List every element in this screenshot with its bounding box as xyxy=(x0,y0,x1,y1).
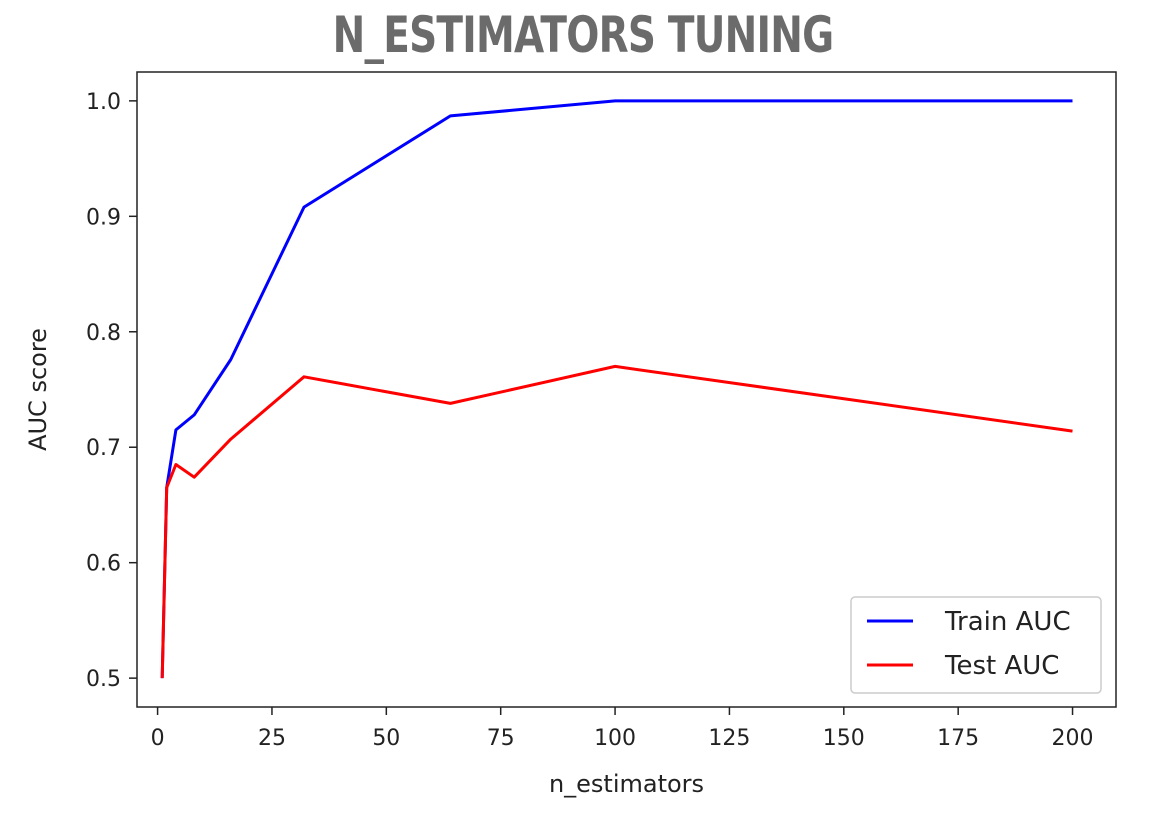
x-axis-label: n_estimators xyxy=(549,770,704,798)
x-tick-label: 100 xyxy=(594,726,636,751)
x-tick-label: 175 xyxy=(937,726,979,751)
y-tick-label: 0.7 xyxy=(86,436,121,461)
series-line-train-auc xyxy=(160,99,1073,679)
x-tick-label: 25 xyxy=(258,726,286,751)
x-tick-label: 200 xyxy=(1052,726,1094,751)
x-tick-label: 50 xyxy=(372,726,400,751)
x-tick-label: 150 xyxy=(823,726,865,751)
legend: Train AUC Test AUC xyxy=(850,596,1102,694)
series-line-test-auc xyxy=(160,364,1073,679)
y-tick-label: 0.9 xyxy=(86,205,121,230)
y-tick-label: 1.0 xyxy=(86,90,121,115)
x-tick-label: 125 xyxy=(708,726,750,751)
legend-label: Train AUC xyxy=(944,607,1071,637)
page-title: N_ESTIMATORS TUNING xyxy=(332,6,834,64)
plot-area xyxy=(136,71,1117,708)
x-tick-label: 75 xyxy=(487,726,515,751)
plot-border xyxy=(136,71,1117,708)
y-tick-label: 0.6 xyxy=(86,552,121,577)
x-tick-label: 0 xyxy=(151,726,165,751)
y-tick-label: 0.5 xyxy=(86,667,121,692)
legend-label: Test AUC xyxy=(944,651,1059,681)
series-lines xyxy=(160,99,1073,679)
y-axis-label: AUC score xyxy=(24,328,52,451)
x-axis: 0 25 50 75 100 125 150 175 200 xyxy=(151,707,1094,751)
legend-box xyxy=(850,596,1102,694)
y-axis: 0.5 0.6 0.7 0.8 0.9 1.0 xyxy=(86,90,137,692)
y-tick-label: 0.8 xyxy=(86,321,121,346)
